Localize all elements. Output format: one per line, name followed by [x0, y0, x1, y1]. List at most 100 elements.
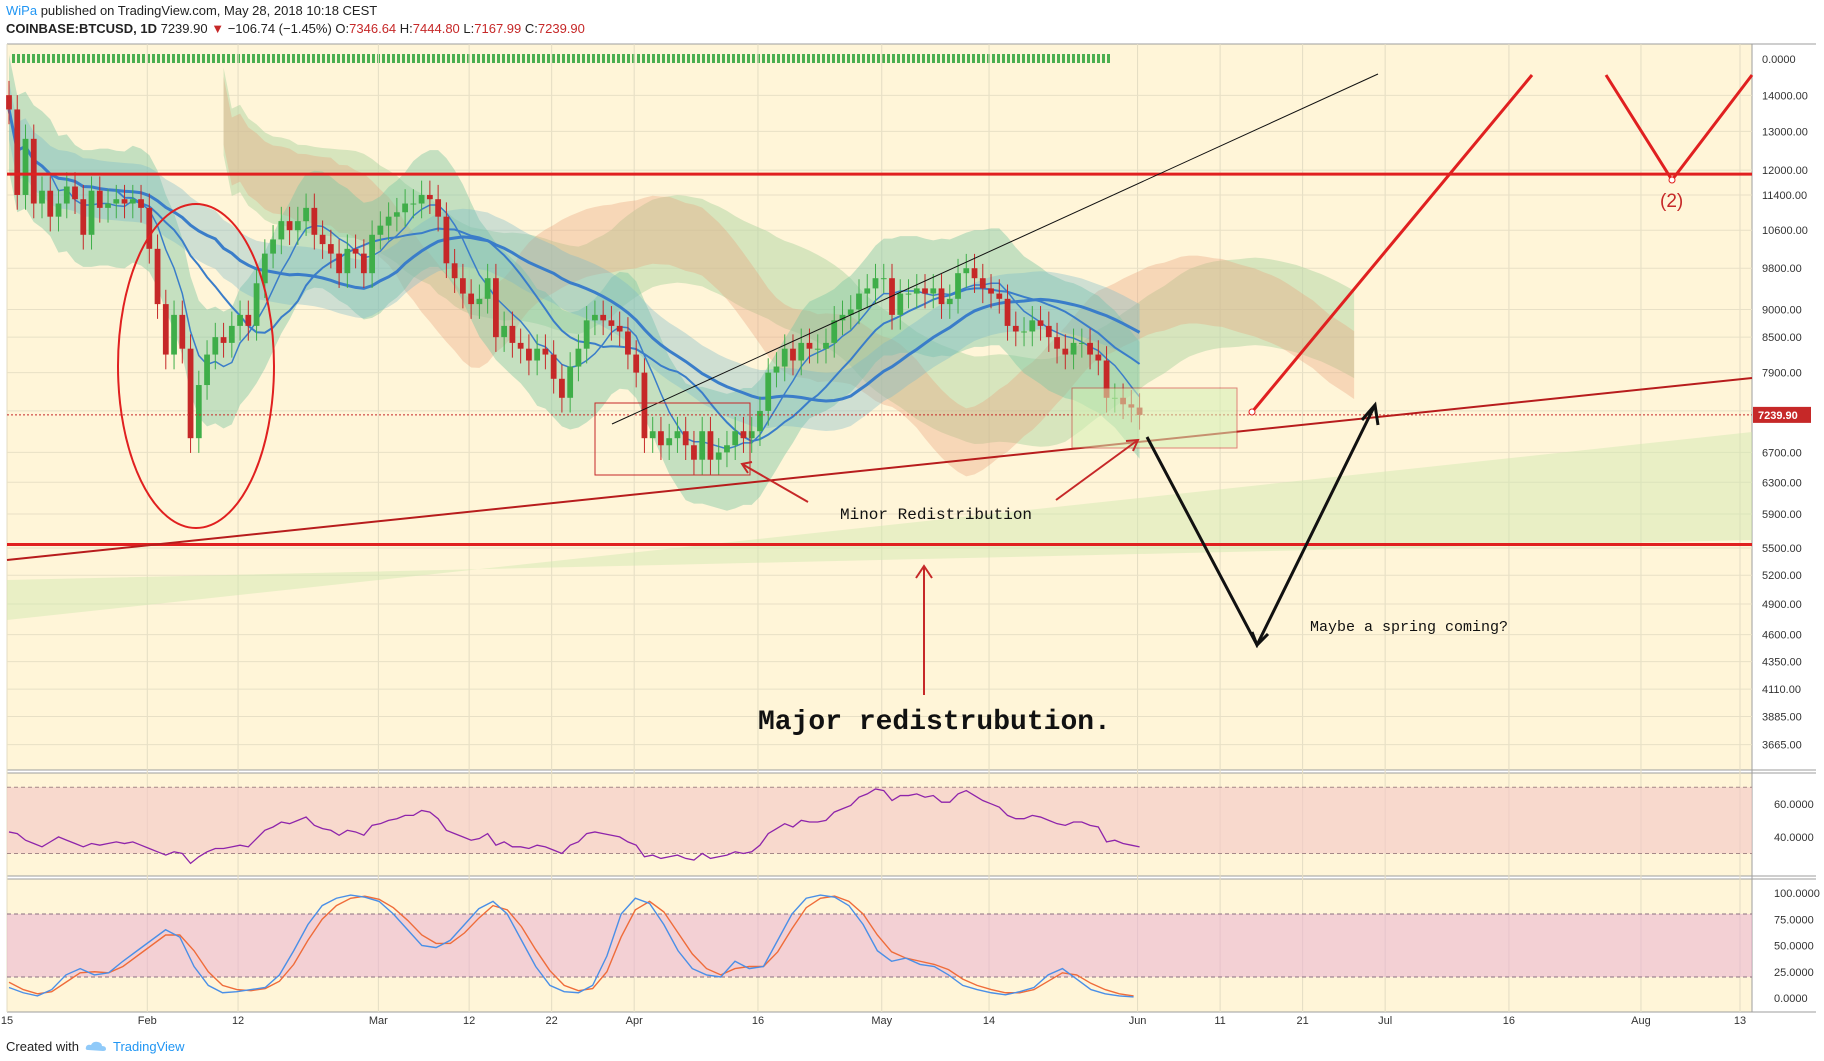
symbol-label[interactable]: COINBASE:BTCUSD, 1D	[6, 21, 157, 36]
volume-strip-mark	[142, 54, 145, 63]
candle-body	[402, 203, 409, 213]
candle-body	[501, 325, 508, 338]
volume-strip-mark	[497, 54, 500, 63]
volume-strip-mark	[882, 54, 885, 63]
volume-strip-mark	[522, 54, 525, 63]
author-name[interactable]: WiPa	[6, 3, 38, 18]
stoch-d-line	[8, 895, 1134, 997]
volume-strip-mark	[167, 54, 170, 63]
volume-strip-mark	[1077, 54, 1080, 63]
candle-body	[138, 199, 144, 208]
volume-strip-mark	[472, 54, 475, 63]
volume-strip-mark	[512, 54, 515, 63]
candle-body	[352, 248, 359, 254]
time-tick-label: 13	[1734, 1015, 1746, 1027]
candle-body	[311, 207, 318, 235]
candle-body	[707, 431, 714, 460]
candlesticks	[6, 80, 1143, 475]
redistribution-box-2	[1071, 387, 1238, 449]
cloud-orange-band	[223, 76, 1355, 477]
volume-strip-mark	[782, 54, 785, 63]
time-tick-label: 21	[1296, 1015, 1308, 1027]
volume-strip-mark	[827, 54, 830, 63]
volume-strip-mark	[837, 54, 840, 63]
candle-body	[559, 378, 565, 398]
rsi-pane	[7, 786, 1752, 865]
tradingview-link[interactable]: TradingView	[112, 1038, 185, 1054]
low-value: 7167.99	[474, 21, 522, 36]
volume-strip-mark	[567, 54, 570, 63]
time-tick-label: 16	[752, 1015, 764, 1027]
volume-strip-mark	[147, 54, 150, 63]
created-with-label: Created with	[6, 1038, 79, 1054]
volume-strip-mark	[992, 54, 995, 63]
time-tick-label: 12	[463, 1015, 475, 1027]
candle-body	[1087, 342, 1093, 355]
candle-body	[542, 348, 549, 355]
stoch-tick-label: 50.0000	[1774, 941, 1814, 953]
candle-body	[839, 314, 846, 321]
annotation-text: Major redistrubution.	[758, 707, 1111, 738]
candle-body	[1078, 342, 1085, 344]
volume-strip-mark	[542, 54, 545, 63]
stoch-band	[7, 914, 1752, 977]
volume-strip-mark	[82, 54, 85, 63]
volume-strip-mark	[687, 54, 690, 63]
arrowhead	[1360, 401, 1380, 426]
price-tick-label: 8500.00	[1762, 332, 1802, 344]
volume-strip-mark	[597, 54, 600, 63]
candle-body	[253, 283, 260, 326]
candle-body	[385, 216, 392, 226]
candle-body	[1012, 325, 1019, 332]
volume-strip-mark	[432, 54, 435, 63]
price-tick-label: 6300.00	[1762, 477, 1802, 489]
candle-body	[171, 314, 177, 355]
candle-body	[72, 186, 78, 200]
volume-strip-mark	[387, 54, 390, 63]
volume-strip-mark	[787, 54, 790, 63]
price-axis[interactable]: 0.0000 14000.00 13000.00 12000.00 11400.00 10…	[1753, 54, 1820, 1005]
candle-body	[468, 293, 475, 305]
candle-body	[336, 253, 342, 274]
volume-strip-mark	[987, 54, 990, 63]
volume-strip-mark	[932, 54, 935, 63]
volume-strip-mark	[792, 54, 795, 63]
volume-strip-mark	[1057, 54, 1060, 63]
volume-strip-mark	[102, 54, 105, 63]
candle-body	[765, 372, 772, 411]
candle-body	[1029, 320, 1036, 332]
time-axis[interactable]: 15 Feb 12 Mar 12 22 Apr 16 May 14 Jun 11 21 Jul 16 Aug 1…	[1, 1015, 1746, 1027]
candle-body	[732, 431, 739, 446]
volume-strip-mark	[287, 54, 290, 63]
volume-strip-mark	[642, 54, 645, 63]
volume-strip-mark	[417, 54, 420, 63]
volume-strip-mark	[872, 54, 875, 63]
candle-body	[658, 431, 664, 446]
volume-strip-mark	[752, 54, 755, 63]
volume-strip-mark	[1042, 54, 1045, 63]
volume-strip-mark	[772, 54, 775, 63]
time-tick-label: 15	[1, 1015, 13, 1027]
volume-strip-mark	[257, 54, 260, 63]
volume-strip-mark	[407, 54, 410, 63]
volume-strip-mark	[422, 54, 425, 63]
volume-strip-mark	[132, 54, 135, 63]
volume-strip-mark	[892, 54, 895, 63]
candle-body	[996, 293, 1003, 299]
high-label: H:	[399, 21, 413, 36]
price-tick-label: 11400.00	[1762, 190, 1807, 202]
volume-strip-mark	[352, 54, 355, 63]
candle-body	[880, 278, 887, 280]
time-tick-label: 16	[1503, 1015, 1515, 1027]
rsi-tick-label: 40.0000	[1774, 832, 1814, 844]
candle-body	[913, 288, 920, 294]
volume-strip-mark	[332, 54, 335, 63]
price-tick-label: 3665.00	[1762, 740, 1802, 752]
cloud-teal-band	[9, 54, 1140, 511]
volume-strip-mark	[652, 54, 655, 63]
volume-strip-mark	[532, 54, 535, 63]
volume-strip-mark	[777, 54, 780, 63]
candle-body	[1045, 325, 1052, 338]
candle-body	[220, 337, 227, 343]
